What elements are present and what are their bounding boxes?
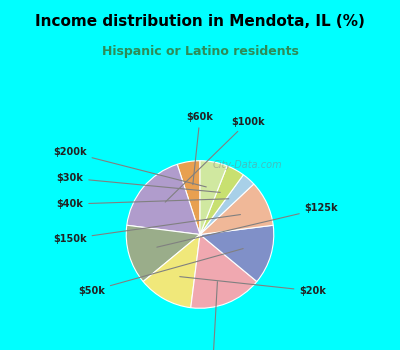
Text: Income distribution in Mendota, IL (%): Income distribution in Mendota, IL (%): [35, 14, 365, 29]
Wedge shape: [127, 164, 200, 235]
Wedge shape: [177, 161, 200, 234]
Wedge shape: [200, 175, 254, 235]
Text: $100k: $100k: [165, 117, 264, 202]
Wedge shape: [200, 184, 273, 234]
Text: $200k: $200k: [53, 147, 206, 187]
Text: $150k: $150k: [53, 215, 240, 244]
Text: $30k: $30k: [56, 173, 220, 193]
Wedge shape: [200, 166, 243, 235]
Wedge shape: [191, 234, 257, 308]
Text: $125k: $125k: [157, 203, 338, 247]
Wedge shape: [143, 234, 200, 308]
Text: $20k: $20k: [180, 276, 326, 296]
Wedge shape: [200, 225, 274, 281]
Wedge shape: [126, 225, 200, 281]
Text: $60k: $60k: [186, 112, 214, 184]
Text: City-Data.com: City-Data.com: [213, 160, 282, 170]
Text: $50k: $50k: [78, 248, 243, 296]
Text: Hispanic or Latino residents: Hispanic or Latino residents: [102, 46, 298, 58]
Text: $75k: $75k: [200, 282, 226, 350]
Text: $40k: $40k: [56, 199, 229, 209]
Wedge shape: [200, 161, 227, 234]
